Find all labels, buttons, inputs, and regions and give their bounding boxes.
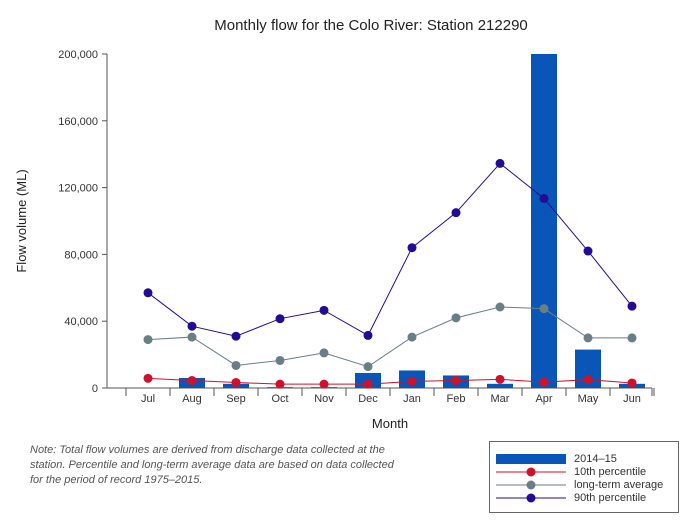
point-10th-percentile-jun [627,378,637,388]
point-90th-percentile-jun [627,301,637,311]
legend: 2014–15 10th percentile long-term averag… [489,441,679,513]
bar-mar [487,383,513,388]
line-10th-percentile [147,377,633,385]
point-90th-percentile-jan [407,243,417,253]
y-tick-label: 200,000 [58,49,98,61]
point-long-term-average-jun [627,333,637,343]
legend-item-long-term-average: long-term average [490,478,678,492]
x-tick-label: Feb [447,393,466,405]
point-90th-percentile-jul [143,288,153,298]
y-tick-label: 40,000 [64,316,98,328]
legend-label: long-term average [574,479,664,491]
axes: 0 40,000 80,000 120,000 160,000 200,000 Jul Aug… [58,49,655,405]
point-10th-percentile-mar [495,374,505,384]
point-long-term-average-feb [451,313,461,323]
legend-swatch-90th [496,493,566,503]
point-10th-percentile-apr [539,377,549,387]
x-tick-label: Sep [226,393,246,405]
x-tick-label: Nov [314,393,334,405]
point-90th-percentile-oct [275,314,285,324]
x-axis-label: Month [372,416,408,431]
legend-item-10th-percentile: 10th percentile [490,465,678,479]
point-90th-percentile-feb [451,208,461,218]
x-tick-label: Apr [535,393,552,405]
line-90th-percentile [147,162,633,337]
point-90th-percentile-dec [363,330,373,340]
point-long-term-average-sep [231,360,241,370]
point-long-term-average-oct [275,355,285,365]
point-10th-percentile-jan [407,376,417,386]
x-tick-label: Jan [403,393,421,405]
point-long-term-average-may [583,333,593,343]
point-long-term-average-nov [319,348,329,358]
y-tick-label: 0 [92,383,98,395]
point-long-term-average-aug [187,332,197,342]
point-10th-percentile-nov [319,379,329,389]
point-10th-percentile-sep [231,377,241,387]
point-10th-percentile-oct [275,379,285,389]
x-tick-label: Oct [271,393,288,405]
point-90th-percentile-nov [319,305,329,315]
point-long-term-average-apr [539,304,549,314]
legend-label: 2014–15 [574,453,617,465]
x-tick-label: Jun [623,393,641,405]
point-long-term-average-jan [407,332,417,342]
point-90th-percentile-mar [495,158,505,168]
legend-item-2014-15: 2014–15 [490,452,678,466]
legend-label: 10th percentile [574,466,647,478]
x-tick-label: Jul [141,393,155,405]
bars [179,54,645,388]
legend-item-90th-percentile: 90th percentile [490,491,678,505]
legend-label: 90th percentile [574,492,647,504]
legend-swatch-10th [496,467,566,477]
x-tick-label: Aug [182,393,202,405]
y-tick-label: 80,000 [64,249,98,261]
bar-apr [531,54,557,388]
point-90th-percentile-aug [187,321,197,331]
y-tick-label: 160,000 [58,116,98,128]
point-10th-percentile-aug [187,375,197,385]
chart-title: Monthly flow for the Colo River: Station… [214,17,528,34]
x-tick-label: Dec [358,393,378,405]
point-10th-percentile-feb [451,375,461,385]
series-lines [143,158,637,389]
point-10th-percentile-jul [143,373,153,383]
legend-swatch-average [496,480,566,490]
point-long-term-average-jul [143,335,153,345]
y-tick-label: 120,000 [58,183,98,195]
line-long-term-average [147,306,632,368]
point-90th-percentile-may [583,246,593,256]
x-tick-label: May [578,393,599,405]
point-10th-percentile-may [583,375,593,385]
legend-swatch-bar [496,454,566,464]
point-long-term-average-dec [363,362,373,372]
x-tick-label: Mar [491,393,510,405]
footnote: Note: Total flow volumes are derived fro… [30,444,394,486]
point-long-term-average-mar [495,302,505,312]
point-90th-percentile-apr [539,193,549,203]
y-axis-label: Flow volume (ML) [14,169,29,272]
point-10th-percentile-dec [363,379,373,389]
point-90th-percentile-sep [231,331,241,341]
